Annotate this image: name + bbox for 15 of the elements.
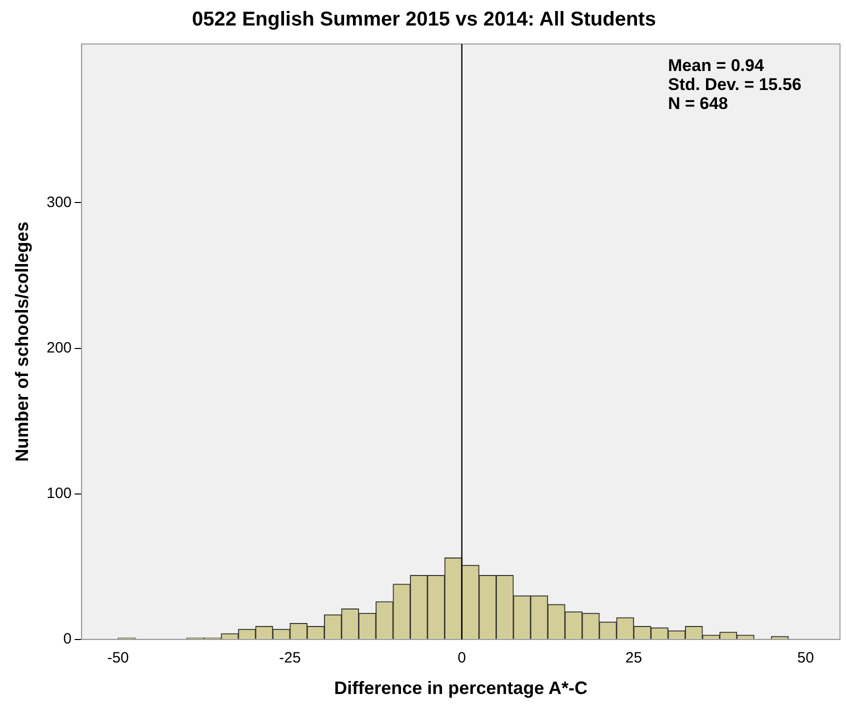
y-tick-label: 0 bbox=[63, 630, 72, 648]
y-tick-label: 200 bbox=[46, 339, 72, 356]
x-tick-label: 25 bbox=[625, 650, 642, 667]
y-tick-label: 300 bbox=[46, 194, 72, 211]
y-tick-label: 100 bbox=[46, 484, 72, 502]
chart-title: 0522 English Summer 2015 vs 2014: All Students bbox=[192, 8, 656, 31]
x-tick-label: -25 bbox=[279, 650, 301, 667]
annotation: Mean = 0.94 bbox=[668, 56, 764, 76]
x-tick-label: 50 bbox=[797, 650, 814, 667]
y-axis-title: Number of schools/colleges bbox=[12, 222, 32, 462]
annotation: N = 648 bbox=[668, 94, 728, 114]
annotation: Std. Dev. = 15.56 bbox=[668, 75, 802, 94]
x-tick-label: 0 bbox=[458, 650, 466, 667]
x-tick-label: -50 bbox=[107, 650, 129, 667]
x-axis-title: Difference in percentage A*-C bbox=[334, 678, 588, 698]
